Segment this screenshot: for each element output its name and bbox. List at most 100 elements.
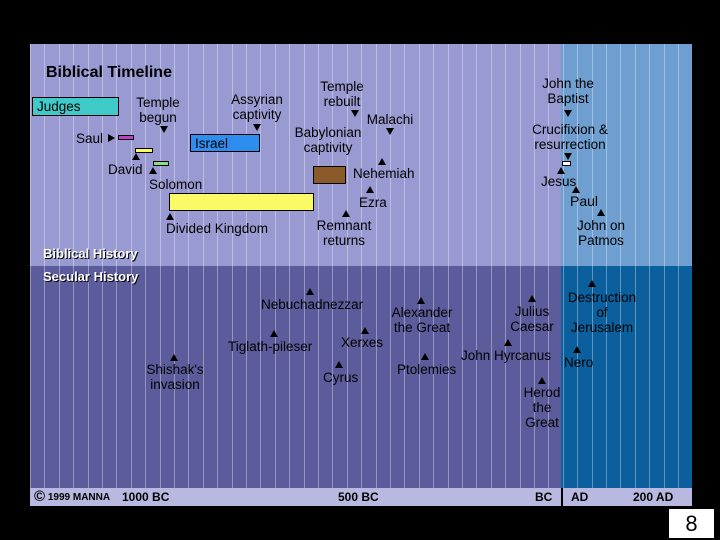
david-marker xyxy=(132,153,140,160)
gridline xyxy=(505,44,506,488)
nebuchadnezzar-marker xyxy=(306,288,314,295)
herod-marker xyxy=(538,377,546,384)
gridline xyxy=(361,44,362,488)
biblical-history-label: Biblical History xyxy=(43,246,138,261)
tick-bc: BC xyxy=(535,490,553,504)
tick-ad: AD xyxy=(571,490,589,504)
tick-500bc: 500 BC xyxy=(338,490,379,504)
ptolemies-marker xyxy=(421,353,429,360)
saul-bar xyxy=(118,135,134,140)
gridline xyxy=(289,44,290,488)
david-label: David xyxy=(108,162,143,177)
julius-caesar-label: Julius Caesar xyxy=(510,304,554,334)
bc-ad-separator xyxy=(561,488,563,506)
gridline xyxy=(131,44,132,488)
malachi-label: Malachi xyxy=(366,112,414,127)
gridline xyxy=(520,44,521,488)
paul-label: Paul xyxy=(570,193,599,209)
gridline xyxy=(232,44,233,488)
gridline xyxy=(534,44,535,488)
shishak-label: Shishak's invasion xyxy=(146,362,204,392)
ezra-marker xyxy=(366,186,374,193)
gridline xyxy=(620,44,621,488)
john-hyrcanus-label: John Hyrcanus xyxy=(461,348,552,363)
nero-label: Nero xyxy=(564,355,594,370)
gridline xyxy=(275,44,276,488)
john-the-baptist-marker xyxy=(564,110,572,117)
gridline xyxy=(592,44,593,488)
nehemiah-marker xyxy=(378,158,386,165)
crucifixion-label: Crucifixion & resurrection xyxy=(532,122,608,152)
gridline xyxy=(304,44,305,488)
gridline xyxy=(390,44,391,488)
gridline xyxy=(44,44,45,488)
gridline xyxy=(174,44,175,488)
julius-caesar-marker xyxy=(528,295,536,302)
john-on-patmos-marker xyxy=(597,209,605,216)
gridline xyxy=(577,44,578,488)
gridline xyxy=(73,44,74,488)
tiglath-pileser-label: Tiglath-pileser xyxy=(228,339,313,354)
herod-label: Herod the Great xyxy=(523,385,561,430)
time-axis: © 1999 MANNA 1000 BC 500 BC BC AD 200 AD xyxy=(30,488,692,506)
temple-rebuilt-marker xyxy=(351,110,359,117)
crucifixion-marker xyxy=(564,153,572,160)
assyrian-captivity-label: Assyrian captivity xyxy=(231,92,283,122)
israel-bar: Israel xyxy=(190,134,260,152)
temple-begun-marker xyxy=(160,126,168,133)
gridline xyxy=(649,44,650,488)
alexander-marker xyxy=(417,297,425,304)
david-bar xyxy=(135,148,153,153)
solomon-bar xyxy=(153,161,169,166)
copyright-symbol: © xyxy=(34,488,46,505)
destruction-label: Destruction of Jerusalem xyxy=(567,290,637,335)
babylonian-captivity-bar xyxy=(313,166,346,184)
gridline xyxy=(678,44,679,488)
solomon-label: Solomon xyxy=(149,177,203,192)
jesus-marker xyxy=(557,167,565,174)
gridline xyxy=(664,44,665,488)
gridline xyxy=(203,44,204,488)
gridline xyxy=(260,44,261,488)
gridline xyxy=(462,44,463,488)
copyright-text: 1999 MANNA xyxy=(47,492,111,503)
john-the-baptist-label: John the Baptist xyxy=(542,76,594,106)
assyrian-captivity-marker xyxy=(253,124,261,131)
gridline xyxy=(102,44,103,488)
tick-1000bc: 1000 BC xyxy=(122,490,170,504)
gridline xyxy=(491,44,492,488)
secular-bc-band xyxy=(30,266,561,488)
john-hyrcanus-marker xyxy=(504,339,512,346)
gridline xyxy=(404,44,405,488)
gridline xyxy=(347,44,348,488)
alexander-label: Alexander the Great xyxy=(391,305,453,335)
saul-label: Saul xyxy=(76,131,104,146)
gridline xyxy=(116,44,117,488)
gridline xyxy=(419,44,420,488)
xerxes-label: Xerxes xyxy=(341,335,384,350)
temple-begun-label: Temple begun xyxy=(136,95,180,125)
malachi-marker xyxy=(386,128,394,135)
secular-ad-band xyxy=(561,266,692,488)
shishak-marker xyxy=(170,354,178,361)
page-number: 8 xyxy=(668,508,715,539)
gridline xyxy=(318,44,319,488)
gridline xyxy=(606,44,607,488)
divided-kingdom-label: Divided Kingdom xyxy=(166,221,269,236)
copyright: © 1999 MANNA xyxy=(34,488,110,506)
timeline-board: Biblical Timeline Biblical History Secul… xyxy=(30,44,692,506)
tick-200ad: 200 AD xyxy=(633,490,674,504)
nebuchadnezzar-label: Nebuchadnezzar xyxy=(261,297,364,312)
gridline xyxy=(88,44,89,488)
divided-kingdom-marker xyxy=(166,213,174,220)
judges-bar: Judges xyxy=(32,97,119,116)
paul-marker xyxy=(572,186,580,193)
john-on-patmos-label: John on Patmos xyxy=(576,218,626,248)
gridline xyxy=(448,44,449,488)
divided-kingdom-bar xyxy=(169,193,314,211)
secular-history-label: Secular History xyxy=(43,269,139,284)
gridline xyxy=(160,44,161,488)
destruction-marker xyxy=(588,280,596,287)
jesus-label: Jesus xyxy=(541,174,577,189)
xerxes-marker xyxy=(361,327,369,334)
